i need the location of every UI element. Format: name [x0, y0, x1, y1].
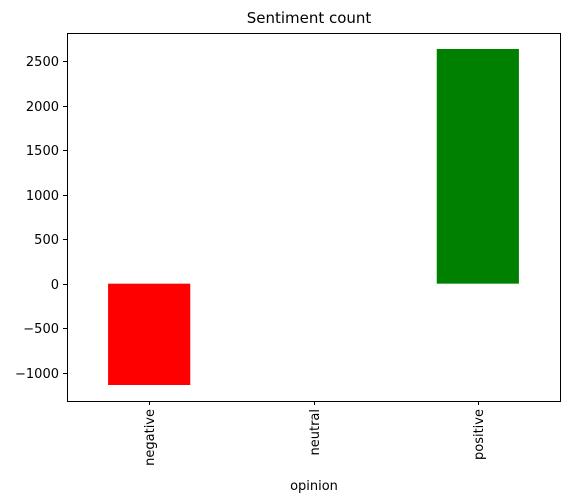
x-tick-label-negative: negative: [143, 409, 158, 466]
bar-positive: [436, 49, 519, 284]
bar-negative: [108, 283, 191, 385]
y-tick-label: 1500: [26, 144, 59, 159]
y-axis: −1000 −500 0 500 1000 1500 2000 2500: [15, 55, 67, 382]
x-tick-label-neutral: neutral: [308, 409, 323, 456]
x-tick-label-positive: positive: [472, 409, 487, 460]
x-axis: negative neutral positive: [143, 401, 487, 466]
y-tick-label: 1000: [26, 189, 59, 204]
y-tick-label: 500: [34, 233, 59, 248]
bars-layer: [108, 49, 519, 385]
y-tick-label: −500: [23, 322, 59, 337]
plot-frame: [67, 33, 561, 402]
x-axis-label: opinion: [290, 479, 338, 494]
chart-title: Sentiment count: [247, 9, 372, 27]
y-tick-label: 2500: [26, 55, 59, 70]
y-tick-label: 0: [51, 278, 59, 293]
y-tick-label: −1000: [15, 367, 59, 382]
y-tick-label: 2000: [26, 100, 59, 115]
